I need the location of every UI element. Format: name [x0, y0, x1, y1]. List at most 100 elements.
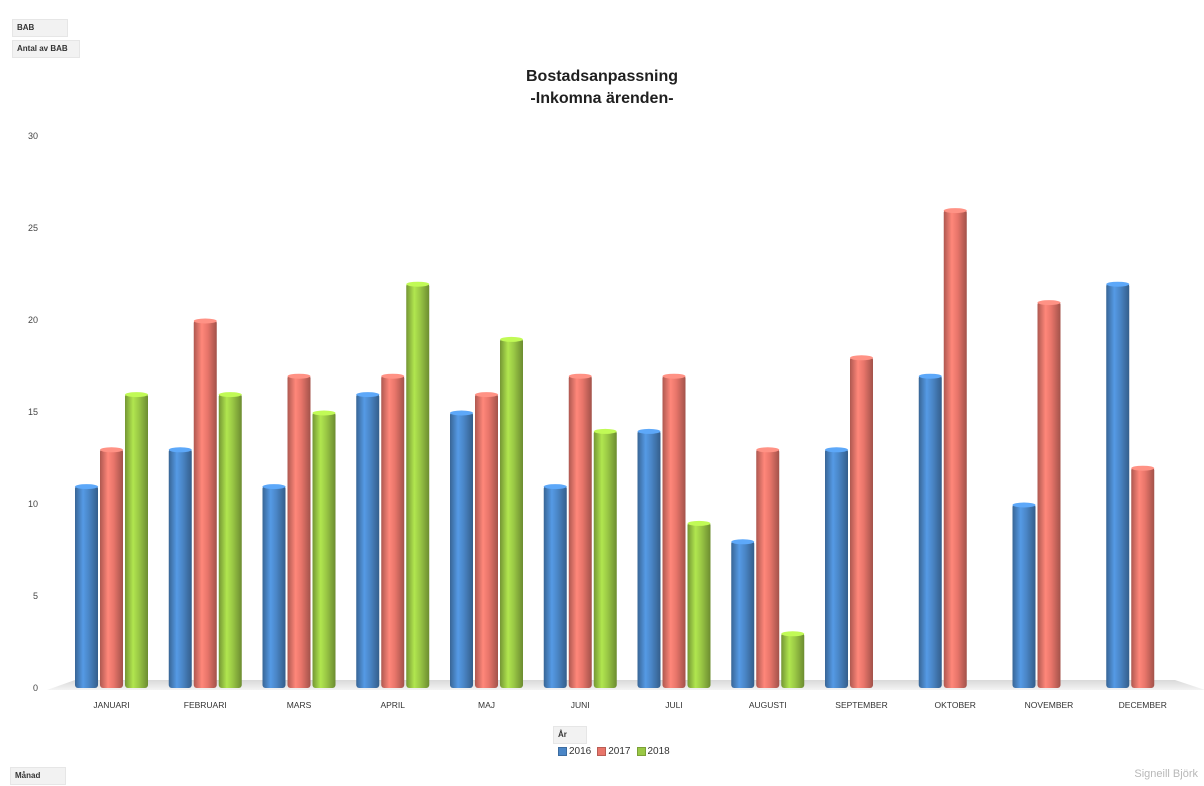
- x-tick-label: MAJ: [478, 700, 495, 710]
- bar-body: [593, 430, 617, 688]
- x-tick-label: JANUARI: [93, 700, 129, 710]
- bar-cap: [125, 392, 148, 398]
- bar-2017-maj: [475, 392, 498, 688]
- bar-2017-juni: [568, 373, 592, 688]
- legend-swatch-2016: [558, 747, 567, 756]
- x-tick-label: SEPTEMBER: [835, 700, 887, 710]
- y-tick-label: 20: [28, 315, 38, 325]
- bar-cap: [1131, 465, 1155, 471]
- bar-2016-juli: [637, 428, 661, 688]
- bar-body: [500, 338, 523, 688]
- bar-2016-mars: [262, 484, 286, 688]
- bar-2018-juli: [687, 520, 711, 688]
- bar-2018-januari: [125, 392, 148, 688]
- bar-body: [1012, 504, 1036, 688]
- bar-2018-april: [406, 281, 430, 688]
- y-tick-label: 15: [28, 407, 38, 417]
- legend-label-2016: 2016: [569, 746, 592, 757]
- bar-body: [756, 448, 780, 688]
- bar-cap: [731, 539, 755, 545]
- year-field-button[interactable]: År: [553, 726, 587, 744]
- bar-body: [218, 393, 242, 688]
- bar-cap: [1012, 502, 1036, 508]
- bar-2016-april: [356, 392, 380, 688]
- legend-label-2018: 2018: [647, 746, 670, 757]
- x-tick-label: AUGUSTI: [749, 700, 787, 710]
- bar-body: [356, 393, 380, 688]
- bar-body: [825, 448, 848, 688]
- bar-body: [475, 393, 498, 688]
- y-tick-label: 25: [28, 223, 38, 233]
- bar-cap: [781, 631, 805, 637]
- bar-body: [943, 209, 967, 688]
- bar-cap: [687, 520, 711, 526]
- values-field-button[interactable]: Antal av BAB: [12, 40, 80, 58]
- y-tick-label: 10: [28, 499, 38, 509]
- bar-cap: [543, 484, 567, 490]
- bar-body: [312, 412, 336, 688]
- bar-2016-augusti: [731, 539, 755, 688]
- x-tick-label: FEBRUARI: [184, 700, 227, 710]
- chart-subtitle: -Inkomna ärenden-: [530, 90, 674, 107]
- bar-cap: [1106, 281, 1130, 287]
- bar-2018-februari: [218, 392, 242, 688]
- bar-body: [1131, 467, 1155, 688]
- bar-body: [662, 375, 686, 688]
- bar-2018-maj: [500, 336, 523, 688]
- bar-cap: [381, 373, 405, 379]
- legend: 2016 2017 2018: [558, 746, 670, 757]
- y-tick-label: 0: [33, 683, 38, 693]
- signature: Signeill Björk: [1134, 768, 1198, 780]
- bar-body: [100, 448, 123, 688]
- bar-cap: [168, 447, 192, 453]
- bar-cap: [593, 428, 617, 434]
- bar-cap: [662, 373, 686, 379]
- bar-cap: [1037, 300, 1061, 306]
- bar-body: [731, 540, 755, 688]
- bar-body: [125, 393, 148, 688]
- chart-title: Bostadsanpassning: [525, 68, 679, 85]
- bar-cap: [218, 392, 242, 398]
- bar-2017-december: [1131, 465, 1155, 688]
- bar-cap: [356, 392, 380, 398]
- bar-2016-november: [1012, 502, 1036, 688]
- bar-cap: [406, 281, 430, 287]
- bar-body: [781, 632, 805, 688]
- legend-item-2016[interactable]: 2016: [558, 746, 591, 757]
- bar-body: [918, 375, 942, 688]
- bar-body: [1106, 283, 1130, 688]
- bar-2016-maj: [450, 410, 473, 688]
- bar-cap: [568, 373, 592, 379]
- bar-2018-mars: [312, 410, 336, 688]
- legend-swatch-2017: [597, 747, 607, 756]
- x-tick-label: DECEMBER: [1119, 700, 1167, 710]
- bar-body: [543, 485, 567, 688]
- bar-cap: [918, 373, 942, 379]
- bar-body: [406, 283, 430, 688]
- bar-cap: [312, 410, 336, 416]
- bar-2017-april: [381, 373, 405, 688]
- bar-cap: [450, 410, 473, 416]
- bar-cap: [756, 447, 780, 453]
- bar-body: [687, 522, 711, 688]
- bar-body: [568, 375, 592, 688]
- month-field-button[interactable]: Månad: [10, 767, 66, 785]
- bar-body: [381, 375, 405, 688]
- bar-2017-augusti: [756, 447, 780, 688]
- bab-filter-button[interactable]: BAB: [12, 19, 68, 37]
- bar-2017-september: [850, 355, 873, 688]
- x-tick-label: MARS: [287, 700, 312, 710]
- bar-cap: [193, 318, 217, 324]
- legend-item-2017[interactable]: 2017: [597, 746, 631, 757]
- bar-cap: [850, 355, 873, 361]
- x-tick-label: JUNI: [571, 700, 590, 710]
- legend-item-2018[interactable]: 2018: [636, 746, 670, 757]
- bar-2017-oktober: [943, 208, 967, 688]
- legend-swatch-2018: [636, 747, 646, 756]
- bar-cap: [287, 373, 311, 379]
- x-tick-label: OKTOBER: [935, 700, 976, 710]
- bar-cap: [262, 484, 286, 490]
- bar-cap: [475, 392, 498, 398]
- bar-body: [168, 448, 192, 688]
